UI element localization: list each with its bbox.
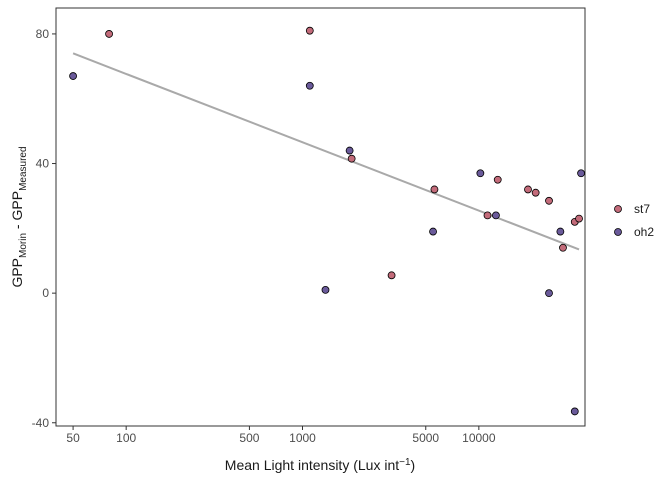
point-st7 [531,188,540,197]
legend-label-st7: st7 [634,202,650,216]
point-st7 [105,30,113,38]
point-st7 [305,26,314,35]
y-axis: -40 0 40 80 [32,27,56,430]
y-tick-label: 40 [36,157,50,171]
point-st7 [545,196,553,205]
point-st7 [483,211,492,220]
point-oh2 [545,289,553,298]
point-st7 [387,271,396,280]
y-axis-title: GPPMorin - GPPMeasured [9,146,29,287]
point-oh2 [69,72,77,80]
point-st7 [559,243,567,252]
legend: st7 oh2 [614,202,654,239]
point-st7 [430,185,439,194]
point-oh2 [577,169,585,178]
x-tick-label: 50 [66,431,80,445]
point-oh2 [321,286,330,294]
x-tick-label: 5000 [412,431,439,445]
y-tick-label: 0 [42,286,49,300]
x-tick-label: 100 [116,431,136,445]
point-st7 [347,154,356,163]
point-oh2 [570,407,579,416]
x-axis: 50 100 500 1000 5000 10000 [66,426,496,445]
point-st7 [575,214,583,223]
x-tick-label: 10000 [462,431,496,445]
point-oh2 [429,227,437,236]
legend-key-st7 [614,205,622,213]
point-st7 [524,185,532,194]
trend-line [72,52,580,251]
point-oh2 [492,211,500,220]
legend-key-oh2 [614,228,622,236]
point-oh2 [556,227,565,236]
point-st7 [493,175,502,184]
y-tick-label: -40 [32,416,50,430]
y-tick-label: 80 [36,27,50,41]
x-axis-title: Mean Light intensity (Lux int−1) [225,457,415,473]
panel-border [55,7,586,427]
x-tick-label: 1000 [289,431,316,445]
point-oh2 [476,169,485,178]
legend-label-oh2: oh2 [634,225,654,239]
point-oh2 [305,81,314,90]
x-tick-label: 500 [239,431,259,445]
point-oh2 [345,146,354,155]
data-points [69,26,585,416]
